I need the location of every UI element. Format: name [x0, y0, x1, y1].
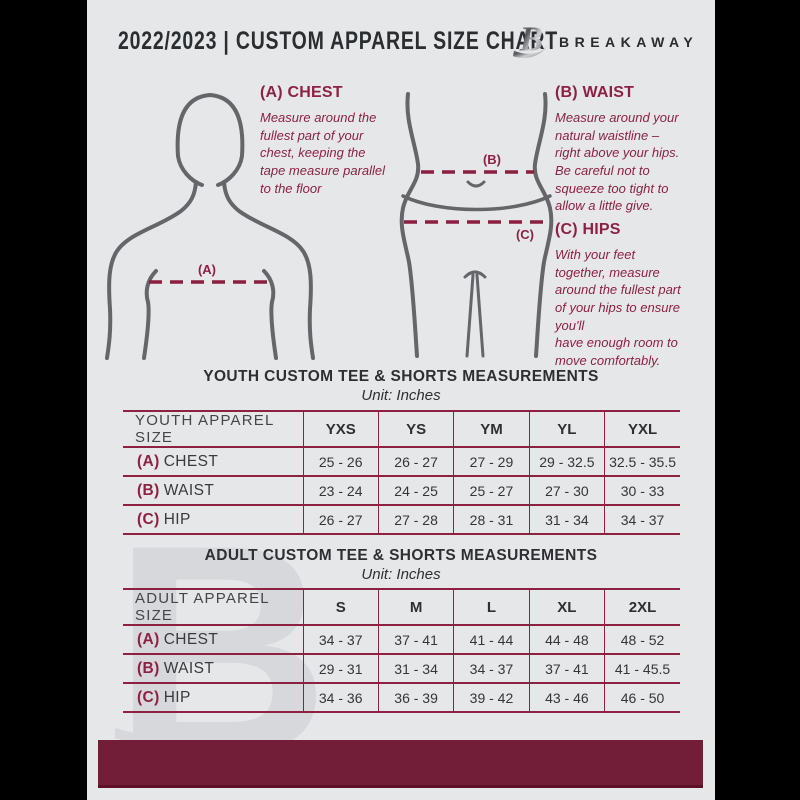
row-prefix: (A) [137, 630, 160, 648]
row-name: CHEST [163, 630, 219, 648]
table-cell: 36 - 39 [377, 683, 454, 713]
row-name: WAIST [163, 659, 215, 677]
table-cell: 34 - 37 [453, 654, 530, 684]
adult-size-col-s: S [302, 588, 379, 626]
table-cell: 32.5 - 35.5 [604, 447, 680, 477]
table-cell: 26 - 27 [302, 505, 379, 535]
hips-line-label: (C) [516, 227, 534, 242]
table-row: (B) WAIST 29 - 31 31 - 34 34 - 37 37 - 41… [123, 654, 680, 684]
brand-name: BREAKAWAY [559, 34, 699, 50]
table-cell: 27 - 28 [377, 505, 454, 535]
youth-hip-row-label: (C) HIP [123, 505, 303, 535]
table-cell: 24 - 25 [377, 476, 454, 506]
table-cell: 28 - 31 [453, 505, 530, 535]
adult-waist-row-label: (B) WAIST [123, 654, 303, 684]
chest-figure-diagram: (A) [105, 92, 315, 360]
table-cell: 34 - 37 [302, 625, 379, 655]
table-cell: 34 - 36 [302, 683, 379, 713]
table-cell: 37 - 41 [528, 654, 605, 684]
table-cell: 27 - 30 [528, 476, 605, 506]
table-cell: 48 - 52 [604, 625, 680, 655]
row-name: CHEST [163, 452, 219, 470]
adult-size-table: ADULT APPAREL SIZE S M L XL 2XL (A) CHEST… [123, 588, 680, 713]
table-cell: 41 - 44 [453, 625, 530, 655]
youth-size-col-yxl: YXL [604, 410, 680, 448]
adult-table-header-label: ADULT APPAREL SIZE [123, 588, 303, 626]
row-prefix: (B) [137, 481, 160, 499]
table-row: (C) HIP 26 - 27 27 - 28 28 - 31 31 - 34 3… [123, 505, 680, 535]
waist-line-label: (B) [483, 152, 501, 167]
row-prefix: (C) [137, 510, 160, 528]
table-cell: 41 - 45.5 [604, 654, 680, 684]
chest-guide-text: Measure around the fullest part of your … [260, 110, 386, 196]
table-row: (B) WAIST 23 - 24 24 - 25 25 - 27 27 - 30… [123, 476, 680, 506]
table-cell: 26 - 27 [377, 447, 454, 477]
youth-table-header-row: YOUTH APPAREL SIZE YXS YS YM YL YXL [123, 410, 680, 448]
page-title: 2022/2023 | CUSTOM APPAREL SIZE CHART [118, 27, 558, 55]
adult-section-unit: Unit: Inches [361, 566, 441, 583]
row-name: HIP [163, 510, 191, 528]
youth-section-unit: Unit: Inches [361, 387, 441, 404]
row-name: WAIST [163, 481, 215, 499]
brand-logo: B BREAKAWAY [513, 18, 698, 62]
table-cell: 29 - 32.5 [528, 447, 605, 477]
breakaway-b-logo-icon: B [513, 19, 548, 58]
table-cell: 25 - 26 [302, 447, 379, 477]
waist-guide-heading: (B) WAIST [555, 84, 635, 101]
table-cell: 34 - 37 [604, 505, 680, 535]
table-cell: 27 - 29 [453, 447, 530, 477]
table-row: (A) CHEST 34 - 37 37 - 41 41 - 44 44 - 48… [123, 625, 680, 655]
table-cell: 44 - 48 [528, 625, 605, 655]
table-cell: 31 - 34 [377, 654, 454, 684]
row-name: HIP [163, 688, 191, 706]
table-cell: 23 - 24 [302, 476, 379, 506]
youth-size-col-ys: YS [377, 410, 454, 448]
row-prefix: (B) [137, 659, 160, 677]
adult-hip-row-label: (C) HIP [123, 683, 303, 713]
row-prefix: (A) [137, 452, 160, 470]
footer-accent-bar [98, 740, 703, 788]
size-chart-flyer: B 2022/2023 | CUSTOM APPAREL SIZE CHART … [87, 0, 715, 800]
table-row: (C) HIP 34 - 36 36 - 39 39 - 42 43 - 46 4… [123, 683, 680, 713]
adult-table-header-row: ADULT APPAREL SIZE S M L XL 2XL [123, 588, 680, 626]
hips-guide-text: With your feet together, measure around … [555, 247, 681, 369]
table-cell: 30 - 33 [604, 476, 680, 506]
youth-section-title: YOUTH CUSTOM TEE & SHORTS MEASUREMENTS [203, 368, 599, 385]
youth-size-col-yl: YL [528, 410, 605, 448]
adult-size-col-xl: XL [528, 588, 605, 626]
table-cell: 46 - 50 [604, 683, 680, 713]
hips-guide-heading: (C) HIPS [555, 221, 621, 238]
chest-line-label: (A) [198, 262, 216, 277]
table-cell: 29 - 31 [302, 654, 379, 684]
chest-guide-heading: (A) CHEST [260, 84, 343, 101]
table-cell: 31 - 34 [528, 505, 605, 535]
youth-table-header-label: YOUTH APPAREL SIZE [123, 410, 303, 448]
table-row: (A) CHEST 25 - 26 26 - 27 27 - 29 29 - 32… [123, 447, 680, 477]
table-cell: 43 - 46 [528, 683, 605, 713]
table-cell: 37 - 41 [377, 625, 454, 655]
youth-chest-row-label: (A) CHEST [123, 447, 303, 477]
adult-chest-row-label: (A) CHEST [123, 625, 303, 655]
waist-hips-figure-diagram: (B) (C) [399, 92, 554, 358]
table-cell: 39 - 42 [453, 683, 530, 713]
youth-size-table: YOUTH APPAREL SIZE YXS YS YM YL YXL (A) C… [123, 410, 680, 535]
adult-section-title: ADULT CUSTOM TEE & SHORTS MEASUREMENTS [204, 547, 598, 564]
adult-size-col-l: L [453, 588, 530, 626]
youth-waist-row-label: (B) WAIST [123, 476, 303, 506]
youth-size-col-ym: YM [453, 410, 530, 448]
youth-size-col-yxs: YXS [302, 410, 379, 448]
adult-size-col-2xl: 2XL [604, 588, 680, 626]
row-prefix: (C) [137, 688, 160, 706]
waist-guide-text: Measure around your natural waistline – … [555, 110, 680, 214]
adult-size-col-m: M [377, 588, 454, 626]
table-cell: 25 - 27 [453, 476, 530, 506]
brand-watermark-swoosh-icon [115, 714, 303, 748]
